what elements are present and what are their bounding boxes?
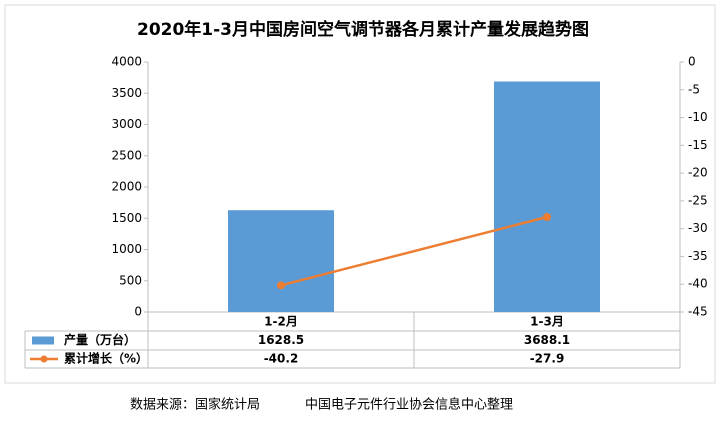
line-marker <box>277 281 285 290</box>
y-tick-label: 0 <box>134 305 142 319</box>
legend-swatch <box>40 355 48 363</box>
y-tick-label: 4000 <box>111 55 142 69</box>
y2-tick-label: -5 <box>688 82 700 96</box>
y2-tick-label: -10 <box>688 110 708 124</box>
y2-tick-label: -20 <box>688 166 708 180</box>
y2-tick-label: -35 <box>688 249 708 263</box>
y2-tick-label: -30 <box>688 221 708 235</box>
x-tick-label: 1-3月 <box>530 315 564 329</box>
source: 数据来源：国家统计局 <box>130 397 260 413</box>
line <box>280 215 548 287</box>
table-value: -27.9 <box>530 352 565 366</box>
legend-label: 累计增长（%） <box>64 351 148 366</box>
table-value: -40.2 <box>264 352 299 366</box>
y-tick-label: 3000 <box>111 117 142 131</box>
table-value: 1628.5 <box>258 333 304 347</box>
line-marker <box>543 213 551 221</box>
bar <box>494 81 600 313</box>
legend-label: 产量（万台） <box>64 332 136 347</box>
y2-tick-label: -15 <box>688 138 708 152</box>
bar <box>228 210 334 312</box>
y-tick-label: 2000 <box>111 180 142 194</box>
y-tick-label: 2500 <box>111 148 142 162</box>
y-tick-label: 1500 <box>111 211 142 225</box>
y-tick-label: 500 <box>119 273 142 287</box>
x-tick-label: 1-2月 <box>264 315 298 329</box>
legend-swatch <box>32 336 54 345</box>
table-value: 3688.1 <box>524 333 570 347</box>
chart-title: 2020年1-3月中国房间空气调节器各月累计产量发展趋势图 <box>137 19 589 40</box>
y2-tick-label: -25 <box>688 193 708 207</box>
y2-tick-label: -40 <box>688 277 708 291</box>
chart-frame <box>4 4 716 384</box>
y2-tick-label: 0 <box>688 55 696 69</box>
y2-tick-label: -45 <box>688 305 708 319</box>
y-tick-label: 3500 <box>111 86 142 100</box>
y-tick-label: 1000 <box>111 242 142 256</box>
credit: 中国电子元件行业协会信息中心整理 <box>305 397 513 413</box>
